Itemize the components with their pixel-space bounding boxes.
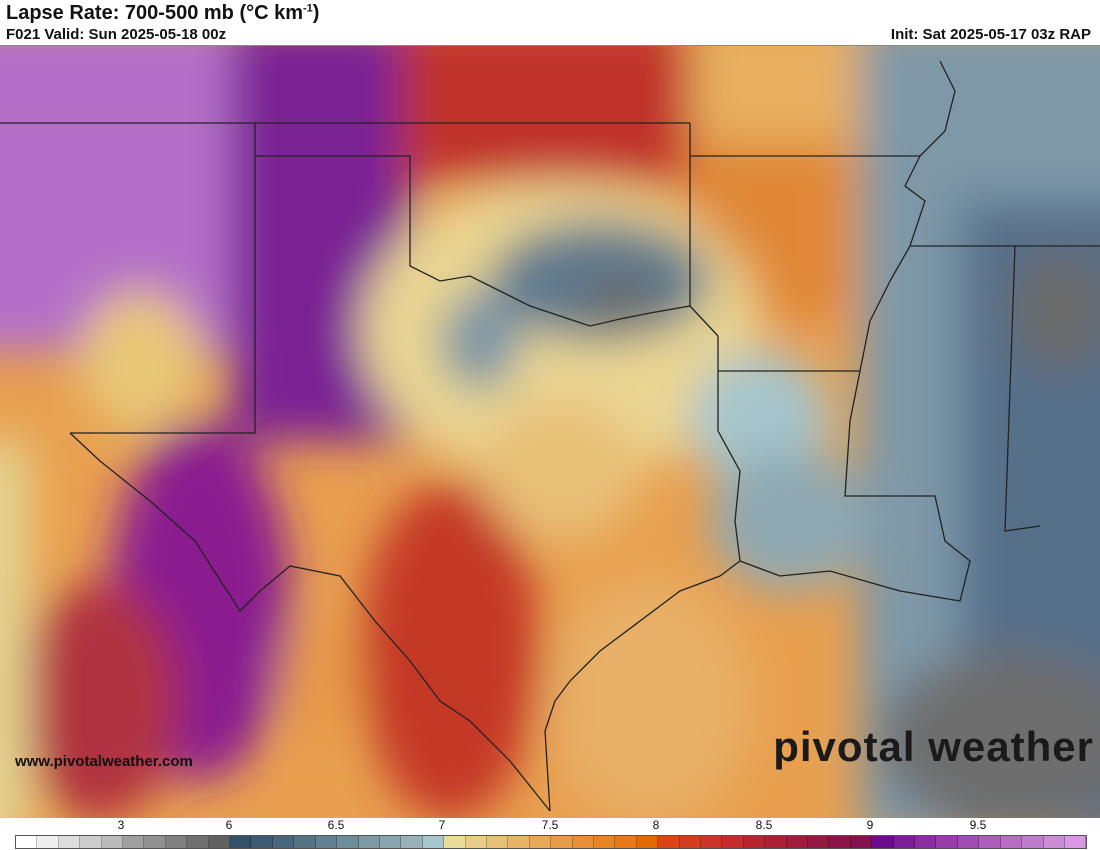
colorbar-cell (615, 836, 637, 848)
colorbar-cell (379, 836, 402, 848)
colorbar-tick: 6 (225, 818, 233, 832)
colorbar-cell (272, 836, 295, 848)
colorbar-cell (315, 836, 338, 848)
lapse-rate-map[interactable] (0, 45, 1100, 818)
colorbar-cell (358, 836, 380, 848)
colorbar-cell (144, 836, 166, 848)
title-text: Lapse Rate: 700-500 mb (°C km (6, 2, 304, 24)
map-field (0, 46, 1100, 818)
colorbar-tick: 3 (117, 818, 125, 832)
colorbar-tick: 9.5 (969, 818, 987, 832)
colorbar-cell (572, 836, 594, 848)
colorbar-cell (593, 836, 616, 848)
colorbar-tick: 9 (866, 818, 874, 832)
colorbar-cell (1064, 836, 1087, 848)
colorbar-cell (230, 836, 252, 848)
colorbar-cell (722, 836, 744, 848)
colorbar-tick: 8 (652, 818, 660, 832)
title-unit-exponent: -1 (303, 2, 313, 15)
colorbar-cell (915, 836, 937, 848)
colorbar-cell (679, 836, 701, 848)
colorbar-cell (1000, 836, 1023, 848)
colorbar-cell (101, 836, 124, 848)
colorbar-tick: 6.5 (327, 818, 345, 832)
colorbar-cell (808, 836, 830, 848)
colorbar-cell (743, 836, 766, 848)
colorbar-cell (444, 836, 466, 848)
colorbar-cell (872, 836, 894, 848)
colorbar-cell (422, 836, 445, 848)
pivotal-weather-logo: pivotal weather (773, 723, 1094, 770)
colorbar-cell (337, 836, 359, 848)
colorbar-cell (765, 836, 787, 848)
init-time: Init: Sat 2025-05-17 03z RAP (890, 26, 1091, 43)
colorbar-cell (251, 836, 273, 848)
colorbar-cell (123, 836, 145, 848)
colorbar-cell (294, 836, 316, 848)
colorbar-cell (80, 836, 102, 848)
colorbar-cell (829, 836, 851, 848)
colorbar-cell (636, 836, 659, 848)
colorbar-cell (658, 836, 680, 848)
colorbar-cell (529, 836, 552, 848)
colorbar-cell (37, 836, 59, 848)
valid-time: F021 Valid: Sun 2025-05-18 00z (6, 26, 227, 43)
state-borders (0, 60, 1100, 812)
colorbar-cell (16, 836, 38, 848)
colorbar-cell (486, 836, 509, 848)
colorbar-cell (401, 836, 423, 848)
colorbar (15, 835, 1087, 849)
colorbar-tick: 7.5 (541, 818, 559, 832)
colorbar-cell (1022, 836, 1044, 848)
colorbar-cell (508, 836, 530, 848)
colorbar-cell (208, 836, 231, 848)
title-close: ) (312, 2, 320, 24)
watermark-url: www.pivotalweather.com (15, 753, 193, 770)
colorbar-cell (957, 836, 980, 848)
colorbar-tick: 8.5 (755, 818, 773, 832)
colorbar-cell (786, 836, 809, 848)
colorbar-cell (701, 836, 723, 848)
colorbar-cell (1043, 836, 1065, 848)
colorbar-tick-labels: 3 6 6.5 7 7.5 8 8.5 9 9.5 (0, 818, 1100, 834)
colorbar-cell (187, 836, 209, 848)
colorbar-tick: 7 (438, 818, 446, 832)
shaded-field (0, 46, 1100, 818)
colorbar-cell (936, 836, 958, 848)
colorbar-cell (58, 836, 81, 848)
map-title: Lapse Rate: 700-500 mb (°C km-1) (6, 2, 319, 25)
colorbar-cell (465, 836, 487, 848)
colorbar-cell (551, 836, 573, 848)
colorbar-cell (165, 836, 188, 848)
colorbar-cell (979, 836, 1001, 848)
colorbar-cell (850, 836, 873, 848)
colorbar-cell (893, 836, 916, 848)
